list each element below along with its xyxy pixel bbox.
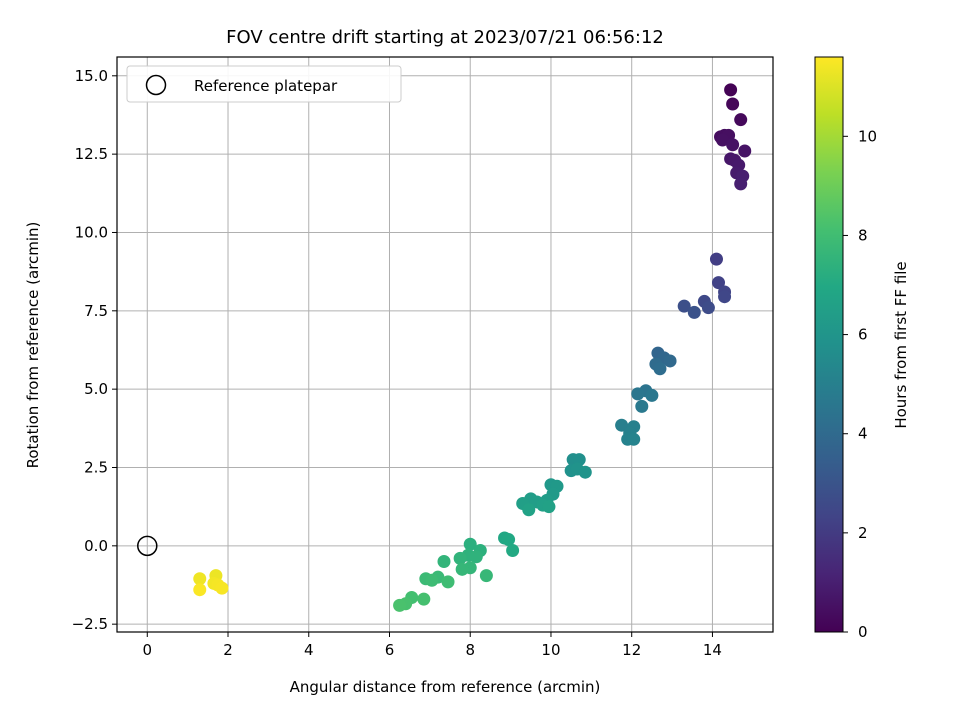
data-point bbox=[631, 387, 645, 401]
data-point bbox=[718, 290, 732, 304]
y-axis-label: Rotation from reference (arcmin) bbox=[24, 222, 42, 469]
data-point bbox=[193, 583, 207, 597]
data-point bbox=[215, 581, 229, 595]
data-point bbox=[425, 573, 439, 587]
data-point bbox=[738, 144, 752, 158]
x-tick-label: 6 bbox=[385, 641, 395, 659]
colorbar-tick-label: 10 bbox=[858, 127, 877, 145]
colorbar-label: Hours from first FF file bbox=[892, 261, 910, 428]
colorbar-tick-label: 4 bbox=[858, 425, 868, 443]
data-point bbox=[479, 569, 493, 583]
data-point bbox=[393, 598, 407, 612]
x-tick-label: 12 bbox=[622, 641, 641, 659]
data-point bbox=[734, 177, 748, 191]
data-point bbox=[506, 544, 520, 558]
x-tick-label: 4 bbox=[304, 641, 314, 659]
data-point bbox=[716, 133, 730, 147]
x-tick-label: 14 bbox=[703, 641, 722, 659]
y-tick-label: 7.5 bbox=[84, 302, 108, 320]
data-point bbox=[724, 83, 738, 97]
data-point bbox=[653, 362, 667, 376]
data-point bbox=[726, 138, 740, 152]
x-tick-label: 2 bbox=[223, 641, 233, 659]
data-point bbox=[502, 533, 516, 547]
y-tick-label: 15.0 bbox=[75, 67, 108, 85]
data-point bbox=[453, 551, 467, 565]
y-tick-label: 12.5 bbox=[75, 145, 108, 163]
data-point bbox=[522, 503, 536, 517]
data-point bbox=[469, 550, 483, 564]
plot-area-frame bbox=[116, 56, 774, 633]
x-tick-label: 0 bbox=[143, 641, 153, 659]
data-point bbox=[441, 575, 455, 589]
data-point bbox=[193, 572, 207, 586]
y-tick-label: 5.0 bbox=[84, 380, 108, 398]
scatter-points bbox=[193, 83, 752, 612]
data-point bbox=[645, 388, 659, 402]
x-axis-label: Angular distance from reference (arcmin) bbox=[290, 678, 601, 696]
colorbar-tick-label: 0 bbox=[858, 623, 868, 641]
colorbar: 0 2 4 6 8 10 Hours from first FF file bbox=[814, 56, 910, 641]
data-point bbox=[578, 465, 592, 479]
chart-title: FOV centre drift starting at 2023/07/21 … bbox=[226, 27, 664, 48]
colorbar-tick-label: 2 bbox=[858, 524, 868, 542]
colorbar-tick-label: 6 bbox=[858, 326, 868, 344]
data-point bbox=[542, 500, 556, 514]
data-point bbox=[455, 562, 469, 576]
colorbar-tick-label: 8 bbox=[858, 226, 868, 244]
data-point bbox=[677, 299, 691, 313]
data-point bbox=[463, 537, 477, 551]
data-point bbox=[417, 592, 431, 606]
data-point bbox=[726, 97, 740, 111]
data-point bbox=[663, 354, 677, 368]
y-tick-label: 0.0 bbox=[84, 537, 108, 555]
data-point bbox=[635, 399, 649, 413]
data-point bbox=[627, 432, 641, 446]
data-point bbox=[687, 305, 701, 319]
legend-marker-reference bbox=[145, 74, 167, 96]
grid-lines bbox=[117, 57, 773, 632]
reference-layer bbox=[137, 535, 158, 557]
legend-box bbox=[126, 65, 402, 103]
y-axis-ticks: −2.5 0.0 2.5 5.0 7.5 10.0 12.5 15.0 bbox=[72, 67, 117, 633]
data-point bbox=[701, 301, 715, 315]
colorbar-ticks: 0 2 4 6 8 10 bbox=[843, 127, 877, 641]
x-axis-ticks: 0 2 4 6 8 10 12 14 bbox=[143, 632, 722, 659]
colorbar-gradient bbox=[814, 56, 844, 633]
data-point bbox=[734, 113, 748, 127]
data-point bbox=[437, 554, 451, 568]
x-tick-label: 8 bbox=[465, 641, 475, 659]
data-point bbox=[615, 418, 629, 432]
data-point bbox=[712, 276, 726, 290]
y-tick-label: −2.5 bbox=[72, 615, 108, 633]
y-tick-label: 10.0 bbox=[75, 223, 108, 241]
legend[interactable]: Reference platepar bbox=[126, 65, 402, 103]
legend-label-reference: Reference platepar bbox=[194, 77, 338, 95]
x-tick-label: 10 bbox=[541, 641, 560, 659]
y-tick-label: 2.5 bbox=[84, 458, 108, 476]
data-point bbox=[709, 252, 723, 266]
reference-platepar-marker bbox=[137, 535, 158, 557]
